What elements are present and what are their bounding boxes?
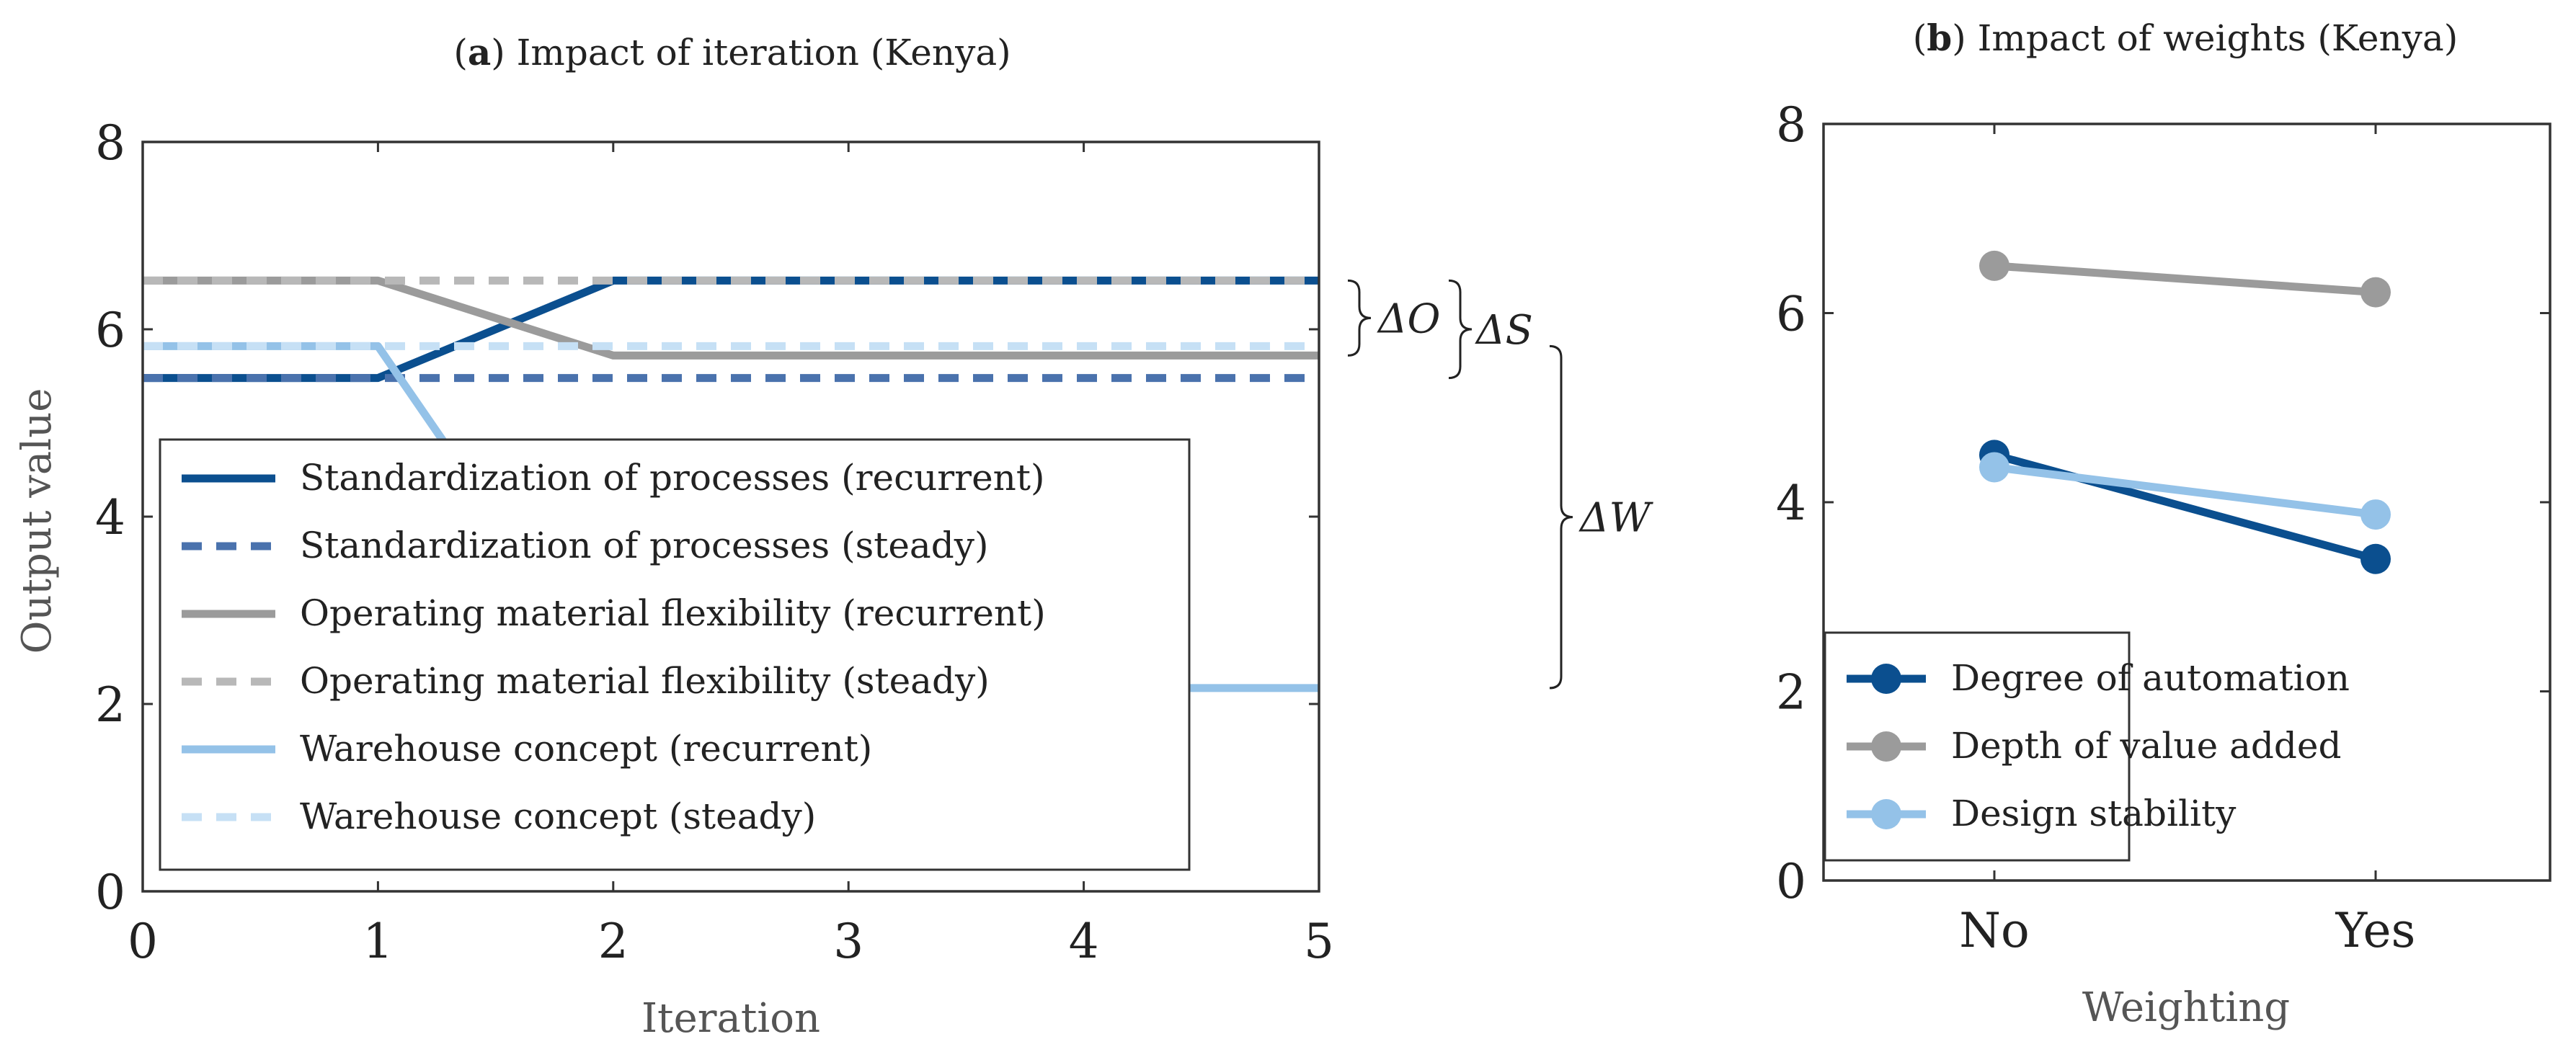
plot-frame <box>141 141 1320 893</box>
x-tick-label: 5 <box>1304 914 1334 969</box>
chart-iteration: 0 1 2 3 4 5 0 2 4 6 8 Standardization of processes … <box>95 115 1653 969</box>
y-tick-label: 6 <box>1776 287 1806 342</box>
series-point-3 <box>1979 452 2009 483</box>
series-point-2 <box>1979 250 2009 281</box>
series-point-1 <box>2360 543 2391 574</box>
y-tick-label: 6 <box>95 303 125 358</box>
legend-label: Operating material flexibility (recurren… <box>300 592 1046 634</box>
legend-label: Operating material flexibility (steady) <box>300 660 990 702</box>
y-tick-label: 8 <box>95 115 125 171</box>
panel-b-title: (b) Impact of weights (Kenya) <box>1913 17 2458 59</box>
y-tick-label: 0 <box>1776 854 1806 909</box>
legend-marker <box>1871 799 1901 829</box>
chart-weights: No Yes 0 2 4 6 8 Degree of automation Depth of v… <box>1776 97 2551 958</box>
x-tick-label: 3 <box>833 914 863 969</box>
legend-label: Degree of automation <box>1951 657 2350 699</box>
y-tick-label: 4 <box>95 490 125 545</box>
x-tick-label: No <box>1959 903 2030 958</box>
series-line-2 <box>1994 262 2376 297</box>
delta-label: ΔS <box>1475 307 1533 354</box>
x-axis-label-b: Weighting <box>2082 984 2290 1031</box>
series-line-3 <box>1994 463 2376 519</box>
legend-marker <box>1871 731 1901 762</box>
panel-a-title: (a) Impact of iteration (Kenya) <box>453 31 1011 73</box>
legend-label: Standardization of processes (steady) <box>300 525 989 566</box>
delta-brace <box>1347 279 1372 357</box>
series-line-3 <box>143 276 1319 360</box>
x-axis-label-a: Iteration <box>641 995 820 1042</box>
delta-label: ΔW <box>1578 495 1653 542</box>
y-tick-label: 4 <box>1776 476 1806 531</box>
series-point-3 <box>2360 499 2391 530</box>
series-line-1 <box>143 276 1319 383</box>
legend-marker <box>1871 664 1901 694</box>
x-tick-label: 4 <box>1069 914 1099 969</box>
x-tick-label: Yes <box>2335 903 2416 958</box>
x-tick-label: 1 <box>363 914 393 969</box>
x-tick-label: 0 <box>128 914 158 969</box>
y-tick-label: 2 <box>1776 665 1806 721</box>
x-tick-label: 2 <box>598 914 629 969</box>
legend-label: Design stability <box>1951 793 2237 834</box>
legend-label: Warehouse concept (recurrent) <box>300 728 872 770</box>
delta-label: ΔO <box>1377 295 1440 342</box>
y-tick-label: 0 <box>95 865 125 920</box>
delta-brace <box>1448 279 1473 380</box>
y-tick-label: 2 <box>95 677 125 733</box>
y-tick-label: 8 <box>1776 97 1806 153</box>
legend-label: Standardization of processes (recurrent) <box>300 457 1044 499</box>
y-axis-label-a: Output value <box>14 388 61 654</box>
plot-frame <box>1822 122 2551 882</box>
legend-box <box>159 438 1191 871</box>
legend-label: Warehouse concept (steady) <box>300 795 816 837</box>
series-point-2 <box>2360 277 2391 308</box>
legend-label: Depth of value added <box>1951 725 2342 767</box>
delta-brace <box>1549 344 1573 690</box>
